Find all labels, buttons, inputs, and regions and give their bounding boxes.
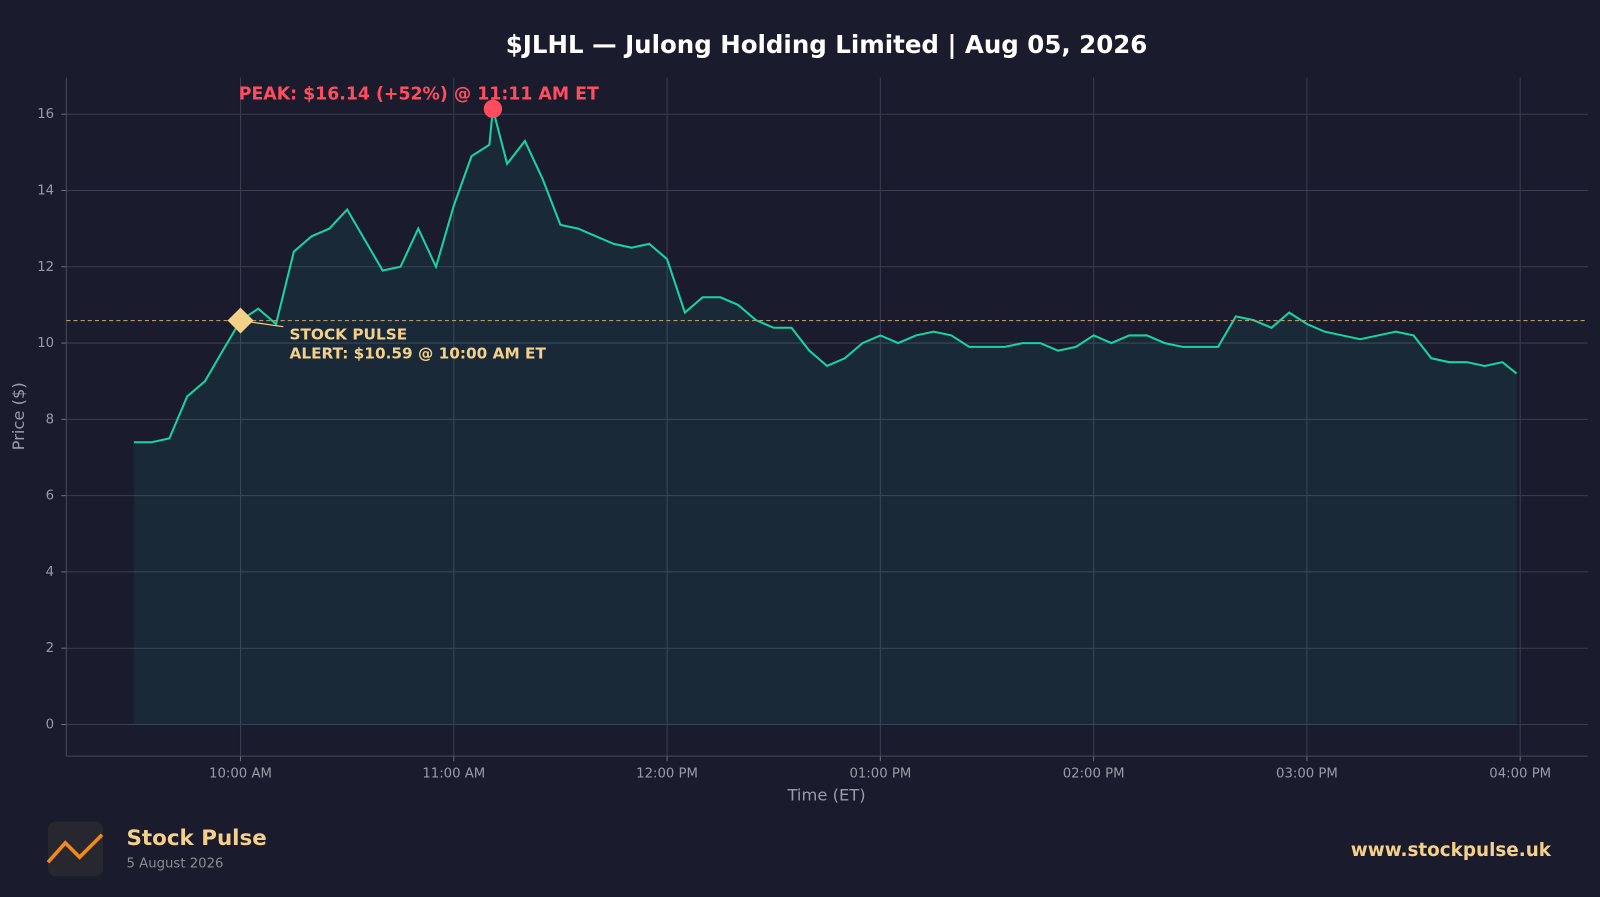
y-tick-label: 6 xyxy=(46,489,54,504)
x-tick-label: 12:00 PM xyxy=(636,767,698,782)
peak-marker xyxy=(483,99,503,119)
y-tick-label: 0 xyxy=(46,717,54,732)
x-tick-label: 04:00 PM xyxy=(1489,767,1551,782)
logo-box xyxy=(47,821,104,877)
x-tick-label: 01:00 PM xyxy=(849,767,911,782)
chart-title: $JLHL — Julong Holding Limited | Aug 05,… xyxy=(506,30,1148,59)
x-axis-label: Time (ET) xyxy=(786,785,865,804)
brand: Stock Pulse xyxy=(127,826,267,851)
grid xyxy=(66,77,1588,757)
alert-marker xyxy=(227,307,254,334)
alert-label: STOCK PULSE xyxy=(289,325,407,343)
alert-label: ALERT: $10.59 @ 10:00 AM ET xyxy=(289,345,546,363)
x-tick-label: 03:00 PM xyxy=(1276,767,1338,782)
y-tick-label: 14 xyxy=(37,183,54,198)
x-tick-label: 02:00 PM xyxy=(1063,767,1125,782)
y-tick-label: 16 xyxy=(37,107,54,122)
y-tick-label: 12 xyxy=(37,260,54,275)
footer-date: 5 August 2026 xyxy=(127,856,224,871)
x-tick-label: 11:00 AM xyxy=(422,767,485,782)
logo-icon xyxy=(46,833,104,864)
y-tick-label: 10 xyxy=(37,336,54,351)
area xyxy=(133,108,1517,725)
y-tick-label: 8 xyxy=(46,412,54,427)
peak-label: PEAK: $16.14 (+52%) @ 11:11 AM ET xyxy=(239,85,599,105)
y-axis-label: Price ($) xyxy=(9,382,28,450)
y-tick-label: 4 xyxy=(46,565,54,580)
x-tick-label: 10:00 AM xyxy=(209,767,272,782)
website: www.stockpulse.uk xyxy=(1351,840,1552,861)
price-line xyxy=(133,108,1518,444)
logo xyxy=(46,821,104,877)
y-tick-label: 2 xyxy=(46,641,54,656)
